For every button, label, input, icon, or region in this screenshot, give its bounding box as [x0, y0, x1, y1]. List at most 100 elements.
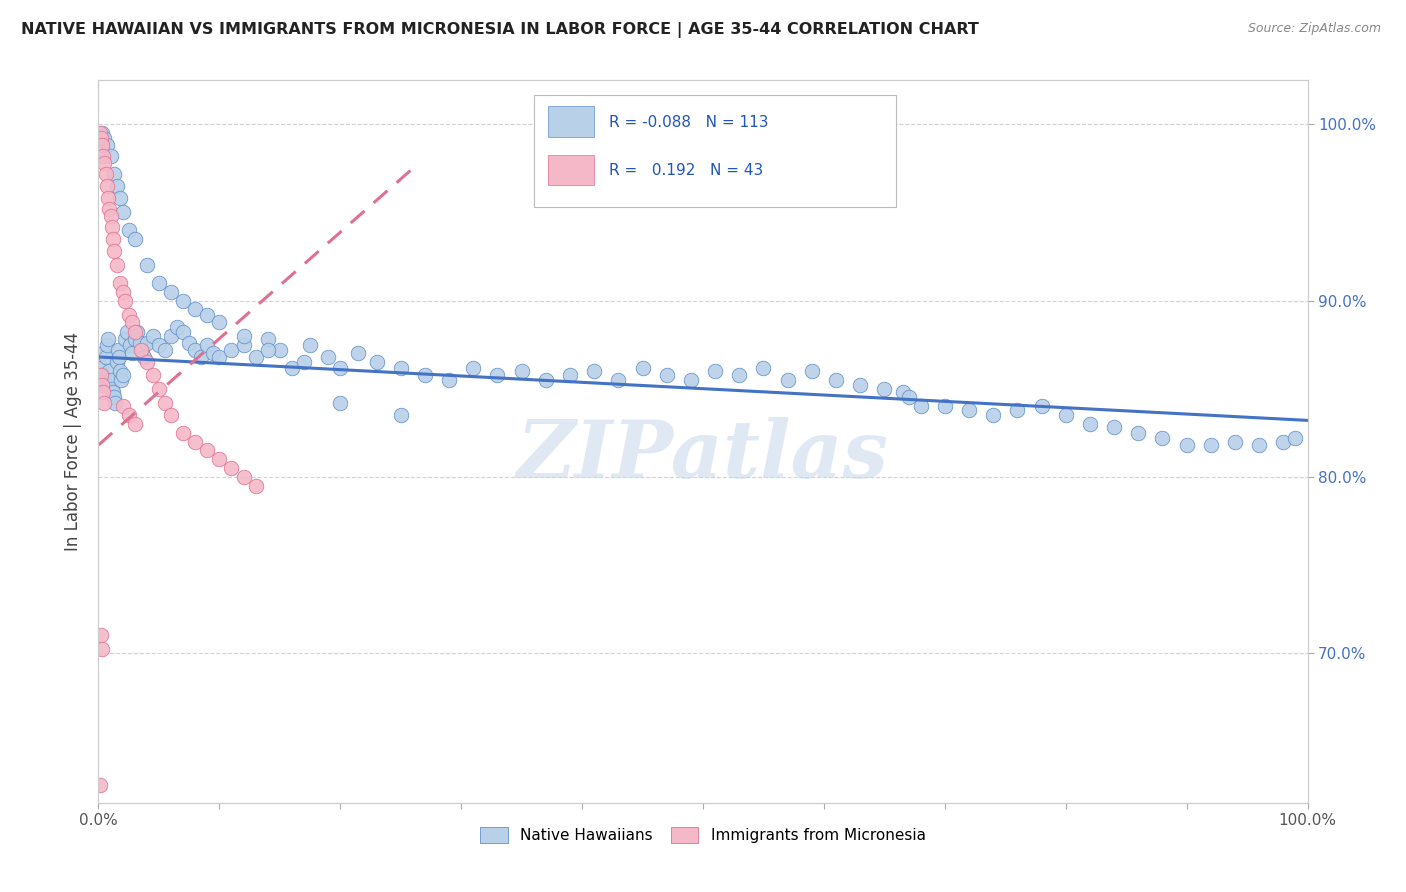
- Point: [202, 346, 225, 360]
- Point: [389, 360, 412, 375]
- Point: [91, 149, 114, 163]
- Point: [111, 399, 134, 413]
- Point: [957, 402, 980, 417]
- Point: [100, 149, 122, 163]
- Point: [134, 350, 156, 364]
- Point: [366, 355, 388, 369]
- Point: [752, 360, 775, 375]
- Point: [142, 368, 165, 382]
- Point: [232, 337, 254, 351]
- Point: [413, 368, 436, 382]
- Point: [93, 131, 115, 145]
- Point: [118, 408, 141, 422]
- Point: [160, 285, 183, 299]
- Point: [245, 350, 267, 364]
- Point: [93, 156, 115, 170]
- Point: [221, 343, 243, 357]
- Point: [148, 276, 170, 290]
- Point: [101, 385, 124, 400]
- Point: [105, 258, 128, 272]
- Point: [486, 368, 509, 382]
- Point: [124, 332, 146, 346]
- Point: [873, 382, 896, 396]
- Point: [208, 350, 231, 364]
- FancyBboxPatch shape: [548, 106, 595, 136]
- Point: [166, 320, 188, 334]
- Point: [90, 131, 112, 145]
- Text: NATIVE HAWAIIAN VS IMMIGRANTS FROM MICRONESIA IN LABOR FORCE | AGE 35-44 CORRELA: NATIVE HAWAIIAN VS IMMIGRANTS FROM MICRO…: [21, 22, 979, 38]
- Point: [96, 337, 118, 351]
- Point: [108, 276, 131, 290]
- Point: [114, 332, 136, 346]
- Point: [389, 408, 412, 422]
- Point: [607, 373, 630, 387]
- Point: [90, 628, 112, 642]
- Point: [117, 326, 139, 340]
- Point: [232, 328, 254, 343]
- Point: [195, 308, 218, 322]
- Point: [97, 191, 120, 205]
- Point: [131, 343, 153, 357]
- Point: [329, 396, 352, 410]
- Point: [91, 642, 114, 657]
- Point: [1284, 431, 1306, 445]
- Point: [1272, 434, 1295, 449]
- Point: [1199, 438, 1222, 452]
- Point: [849, 378, 872, 392]
- Point: [91, 138, 114, 153]
- Point: [347, 346, 370, 360]
- Point: [101, 232, 124, 246]
- Point: [89, 778, 111, 792]
- Point: [981, 408, 1004, 422]
- Point: [172, 425, 194, 440]
- Point: [1007, 402, 1029, 417]
- Point: [256, 332, 278, 346]
- Point: [558, 368, 581, 382]
- Point: [329, 360, 352, 375]
- Point: [94, 167, 117, 181]
- Point: [184, 343, 207, 357]
- Point: [256, 343, 278, 357]
- Point: [281, 360, 304, 375]
- Point: [299, 337, 322, 351]
- Point: [100, 219, 122, 234]
- Point: [534, 373, 557, 387]
- Point: [269, 343, 291, 357]
- Point: [631, 360, 654, 375]
- Point: [90, 360, 112, 375]
- Text: ZIPatlas: ZIPatlas: [517, 417, 889, 495]
- Point: [105, 355, 128, 369]
- Point: [124, 326, 146, 340]
- Point: [114, 293, 136, 308]
- Point: [1031, 399, 1053, 413]
- Point: [1054, 408, 1077, 422]
- Point: [104, 396, 127, 410]
- Point: [221, 461, 243, 475]
- Point: [121, 346, 143, 360]
- Point: [142, 328, 165, 343]
- Point: [124, 417, 146, 431]
- Point: [172, 326, 194, 340]
- Point: [103, 167, 125, 181]
- Point: [98, 202, 121, 216]
- Point: [583, 364, 606, 378]
- Point: [172, 293, 194, 308]
- Point: [1102, 420, 1125, 434]
- Legend: Native Hawaiians, Immigrants from Micronesia: Native Hawaiians, Immigrants from Micron…: [474, 822, 932, 849]
- Point: [184, 434, 207, 449]
- Point: [96, 138, 118, 153]
- Point: [108, 191, 131, 205]
- Point: [1223, 434, 1246, 449]
- Point: [135, 335, 157, 350]
- Text: R =   0.192   N = 43: R = 0.192 N = 43: [609, 163, 763, 178]
- Point: [94, 350, 117, 364]
- Point: [128, 335, 150, 350]
- Point: [934, 399, 956, 413]
- Point: [184, 302, 207, 317]
- FancyBboxPatch shape: [534, 95, 897, 207]
- Point: [891, 385, 914, 400]
- Point: [463, 360, 485, 375]
- Point: [1078, 417, 1101, 431]
- Point: [135, 258, 157, 272]
- Point: [704, 364, 727, 378]
